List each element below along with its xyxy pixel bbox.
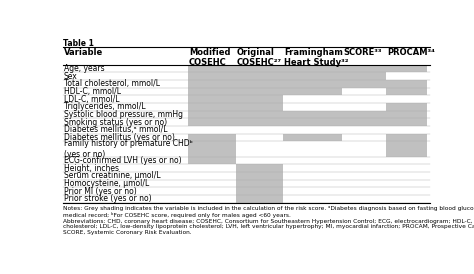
Bar (236, 111, 283, 118)
Bar (188, 95, 236, 103)
Text: Table 1: Table 1 (63, 39, 94, 48)
Bar (386, 111, 430, 118)
Text: Prior MI (yes or no): Prior MI (yes or no) (64, 187, 137, 196)
Text: Systolic blood pressure, mmHg: Systolic blood pressure, mmHg (64, 110, 182, 119)
Text: PROCAM³⁴: PROCAM³⁴ (387, 48, 435, 57)
Text: Sex: Sex (64, 72, 77, 81)
Bar (188, 157, 236, 164)
Text: Serum creatinine, µmol/L: Serum creatinine, µmol/L (64, 171, 160, 180)
Text: Smoking status (yes or no): Smoking status (yes or no) (64, 118, 167, 127)
Bar (342, 65, 386, 72)
Bar (188, 118, 236, 126)
Bar (283, 111, 342, 118)
Text: Modified
COSEHC: Modified COSEHC (189, 48, 230, 67)
Bar (386, 118, 430, 126)
Bar (386, 134, 430, 141)
Bar (236, 65, 283, 72)
Text: ECG-confirmed LVH (yes or no): ECG-confirmed LVH (yes or no) (64, 156, 181, 165)
Text: Diabetes mellitus (yes or no): Diabetes mellitus (yes or no) (64, 133, 174, 142)
Bar (386, 80, 430, 88)
Bar (188, 65, 236, 72)
Bar (342, 80, 386, 88)
Bar (342, 72, 386, 80)
Bar (236, 172, 283, 180)
Text: Height, inches: Height, inches (64, 164, 118, 173)
Bar (386, 103, 430, 111)
Bar (188, 141, 236, 157)
Bar (236, 103, 283, 111)
Text: Original
COSEHC²⁷: Original COSEHC²⁷ (237, 48, 282, 67)
Text: Family history of premature CHDᵇ
(yes or no): Family history of premature CHDᵇ (yes or… (64, 139, 192, 159)
Text: Variable: Variable (64, 48, 103, 57)
Text: Age, years: Age, years (64, 64, 104, 73)
Bar (342, 111, 386, 118)
Bar (188, 80, 236, 88)
Bar (283, 72, 342, 80)
Text: Triglycerides, mmol/L: Triglycerides, mmol/L (64, 102, 146, 111)
Bar (283, 80, 342, 88)
Bar (188, 72, 236, 80)
Bar (386, 65, 430, 72)
Text: LDL-C, mmol/L: LDL-C, mmol/L (64, 95, 119, 104)
Bar (386, 141, 430, 157)
Bar (283, 134, 342, 141)
Bar (236, 164, 283, 172)
Bar (386, 88, 430, 95)
Bar (188, 134, 236, 141)
Text: Framingham
Heart Study³²: Framingham Heart Study³² (284, 48, 349, 67)
Bar (236, 88, 283, 95)
Bar (236, 72, 283, 80)
Bar (283, 118, 342, 126)
Bar (236, 80, 283, 88)
Bar (283, 88, 342, 95)
Text: SCORE³³: SCORE³³ (343, 48, 382, 57)
Text: HDL-C, mmol/L: HDL-C, mmol/L (64, 87, 121, 96)
Bar (188, 88, 236, 95)
Bar (188, 111, 236, 118)
Bar (236, 180, 283, 187)
Bar (188, 103, 236, 111)
Bar (236, 118, 283, 126)
Bar (283, 65, 342, 72)
Bar (342, 118, 386, 126)
Bar (236, 187, 283, 195)
Text: Diabetes mellitus,ᵃ mmol/L: Diabetes mellitus,ᵃ mmol/L (64, 125, 167, 134)
Text: Homocysteine, µmol/L: Homocysteine, µmol/L (64, 179, 149, 188)
Bar (236, 95, 283, 103)
Bar (236, 195, 283, 203)
Text: Total cholesterol, mmol/L: Total cholesterol, mmol/L (64, 79, 160, 88)
Text: Notes: Grey shading indicates the variable is included in the calculation of the: Notes: Grey shading indicates the variab… (63, 206, 474, 235)
Text: Prior stroke (yes or no): Prior stroke (yes or no) (64, 194, 151, 203)
